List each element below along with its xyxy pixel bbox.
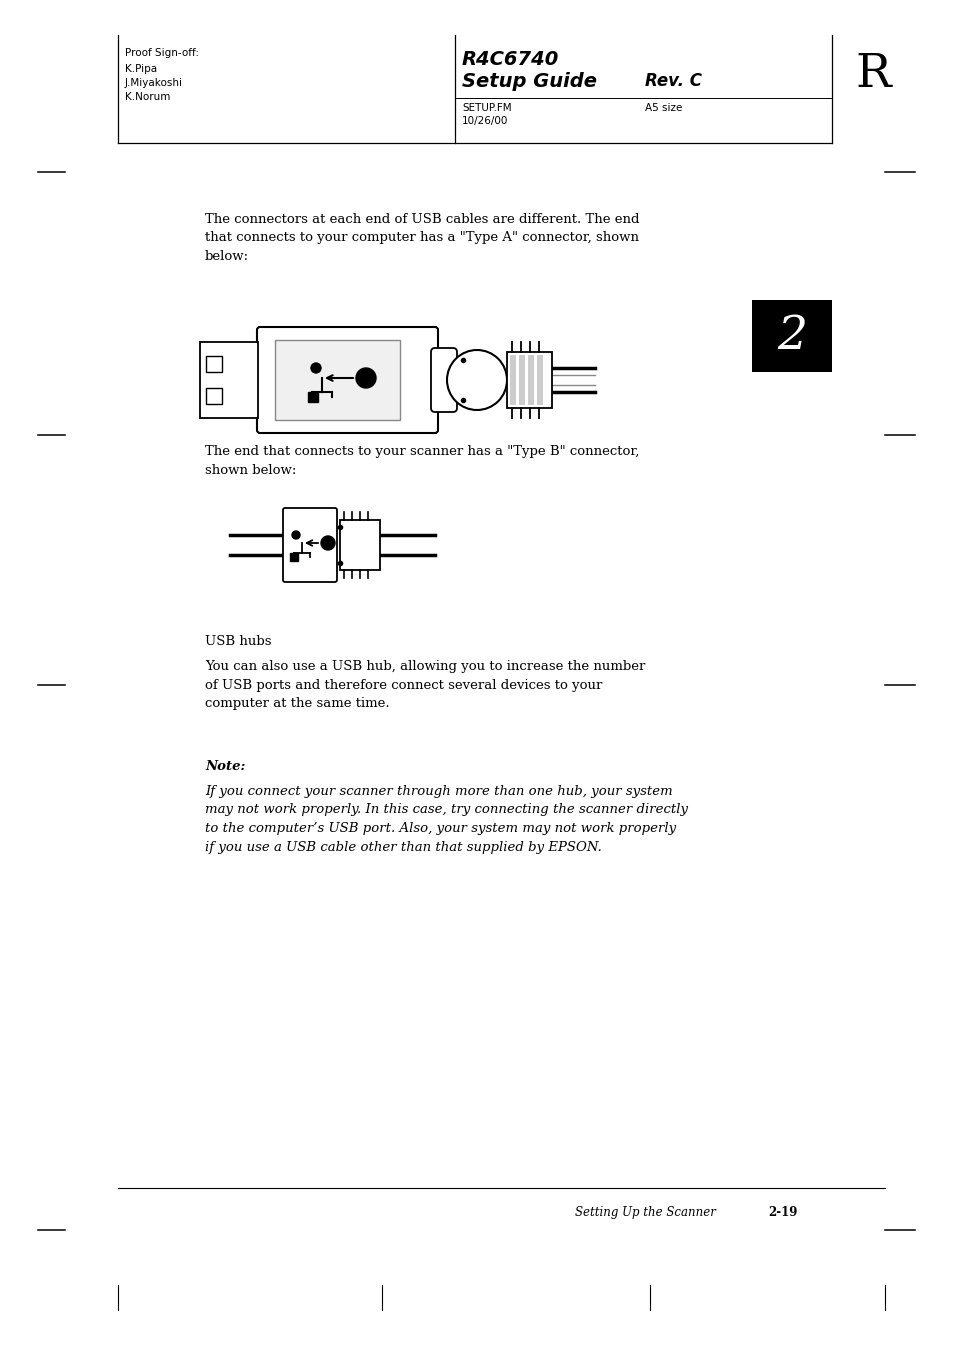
FancyBboxPatch shape	[431, 349, 456, 412]
Bar	[537, 355, 542, 405]
Bar	[527, 355, 534, 405]
Bar	[274, 340, 399, 420]
Bar	[506, 353, 552, 408]
Text: K.Norum: K.Norum	[125, 92, 171, 101]
Bar	[290, 553, 297, 561]
FancyBboxPatch shape	[256, 327, 437, 434]
Text: J.Miyakoshi: J.Miyakoshi	[125, 78, 183, 88]
Text: Setup Guide: Setup Guide	[461, 72, 597, 91]
Circle shape	[292, 531, 299, 539]
Text: Rev. C: Rev. C	[644, 72, 701, 91]
Text: R4C6740: R4C6740	[461, 50, 558, 69]
Bar	[510, 355, 516, 405]
Text: You can also use a USB hub, allowing you to increase the number
of USB ports and: You can also use a USB hub, allowing you…	[205, 661, 644, 711]
Text: Proof Sign-off:: Proof Sign-off:	[125, 49, 199, 58]
Circle shape	[320, 536, 335, 550]
FancyBboxPatch shape	[283, 508, 336, 582]
Text: A5 size: A5 size	[644, 103, 681, 113]
Bar	[339, 520, 379, 570]
Bar	[751, 300, 831, 372]
Text: K.Pipa: K.Pipa	[125, 63, 157, 74]
Bar	[206, 357, 222, 372]
Bar	[200, 342, 257, 417]
Circle shape	[311, 363, 320, 373]
Circle shape	[355, 367, 375, 388]
Bar	[518, 355, 524, 405]
Text: 2: 2	[776, 313, 806, 358]
Text: The connectors at each end of USB cables are different. The end
that connects to: The connectors at each end of USB cables…	[205, 213, 639, 263]
Text: Note:: Note:	[205, 761, 245, 773]
Circle shape	[447, 350, 506, 409]
Bar	[206, 388, 222, 404]
Text: Setting Up the Scanner: Setting Up the Scanner	[575, 1206, 715, 1219]
Text: R: R	[854, 51, 890, 97]
Text: SETUP.FM: SETUP.FM	[461, 103, 511, 113]
Text: 10/26/00: 10/26/00	[461, 116, 508, 126]
Text: USB hubs: USB hubs	[205, 635, 272, 648]
Bar	[308, 392, 317, 403]
Text: The end that connects to your scanner has a "Type B" connector,
shown below:: The end that connects to your scanner ha…	[205, 444, 639, 477]
Text: If you connect your scanner through more than one hub, your system
may not work : If you connect your scanner through more…	[205, 785, 687, 854]
Text: 2-19: 2-19	[767, 1206, 797, 1219]
